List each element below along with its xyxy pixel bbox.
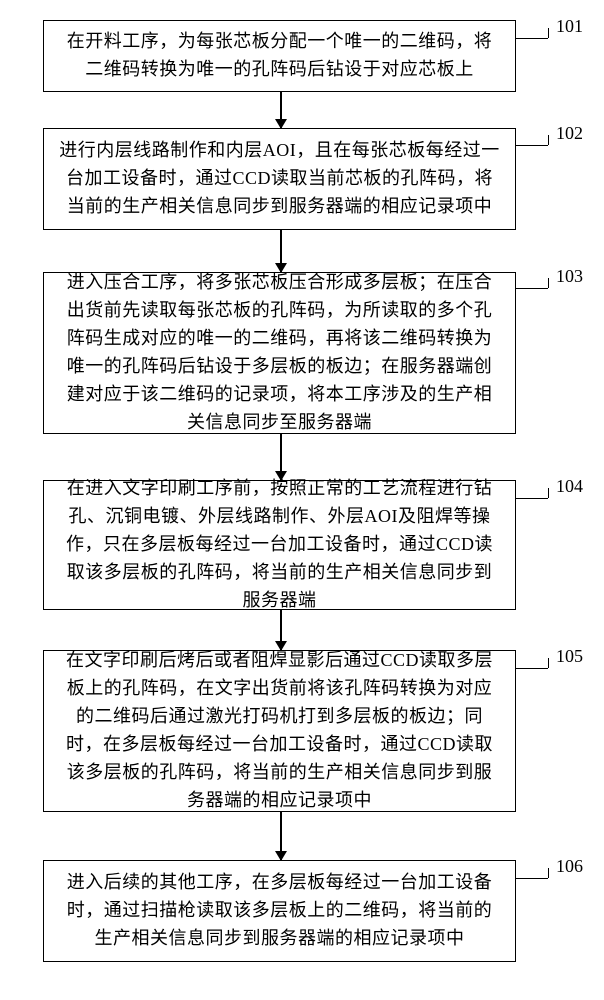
- connector-h-106: [516, 878, 548, 879]
- connector-v-106: [548, 868, 549, 878]
- step-box-105: 在文字印刷后烤后或者阻焊显影后通过CCD读取多层板上的孔阵码，在文字出货前将该孔…: [43, 650, 516, 812]
- step-text-104: 在进入文字印刷工序前，按照正常的工艺流程进行钻孔、沉铜电镀、外层线路制作、外层A…: [58, 475, 501, 614]
- step-box-101: 在开料工序，为每张芯板分配一个唯一的二维码，将二维码转换为唯一的孔阵码后钻设于对…: [43, 20, 516, 92]
- step-text-101: 在开料工序，为每张芯板分配一个唯一的二维码，将二维码转换为唯一的孔阵码后钻设于对…: [58, 28, 501, 84]
- step-text-105: 在文字印刷后烤后或者阻焊显影后通过CCD读取多层板上的孔阵码，在文字出货前将该孔…: [58, 647, 501, 814]
- arrow-4: [280, 610, 282, 650]
- connector-h-102: [516, 145, 548, 146]
- connector-v-104: [548, 488, 549, 498]
- step-text-106: 进入后续的其他工序，在多层板每经过一台加工设备时，通过扫描枪读取该多层板上的二维…: [58, 869, 501, 953]
- connector-v-103: [548, 278, 549, 288]
- flowchart-container: 在开料工序，为每张芯板分配一个唯一的二维码，将二维码转换为唯一的孔阵码后钻设于对…: [0, 0, 604, 1000]
- connector-h-103: [516, 288, 548, 289]
- arrow-1: [280, 92, 282, 128]
- connector-h-105: [516, 668, 548, 669]
- step-box-102: 进行内层线路制作和内层AOI，且在每张芯板每经过一台加工设备时，通过CCD读取当…: [43, 128, 516, 230]
- step-label-102: 102: [556, 123, 583, 144]
- step-text-103: 进入压合工序，将多张芯板压合形成多层板；在压合出货前先读取每张芯板的孔阵码，为所…: [58, 269, 501, 436]
- step-label-103: 103: [556, 266, 583, 287]
- connector-h-101: [516, 38, 548, 39]
- arrow-3: [280, 434, 282, 480]
- arrow-2: [280, 230, 282, 272]
- connector-v-101: [548, 28, 549, 38]
- connector-h-104: [516, 498, 548, 499]
- connector-v-102: [548, 135, 549, 145]
- step-label-104: 104: [556, 476, 583, 497]
- step-box-104: 在进入文字印刷工序前，按照正常的工艺流程进行钻孔、沉铜电镀、外层线路制作、外层A…: [43, 480, 516, 610]
- step-label-106: 106: [556, 856, 583, 877]
- step-label-101: 101: [556, 16, 583, 37]
- step-label-105: 105: [556, 646, 583, 667]
- step-text-102: 进行内层线路制作和内层AOI，且在每张芯板每经过一台加工设备时，通过CCD读取当…: [58, 137, 501, 221]
- arrow-5: [280, 812, 282, 860]
- step-box-106: 进入后续的其他工序，在多层板每经过一台加工设备时，通过扫描枪读取该多层板上的二维…: [43, 860, 516, 962]
- connector-v-105: [548, 658, 549, 668]
- step-box-103: 进入压合工序，将多张芯板压合形成多层板；在压合出货前先读取每张芯板的孔阵码，为所…: [43, 272, 516, 434]
